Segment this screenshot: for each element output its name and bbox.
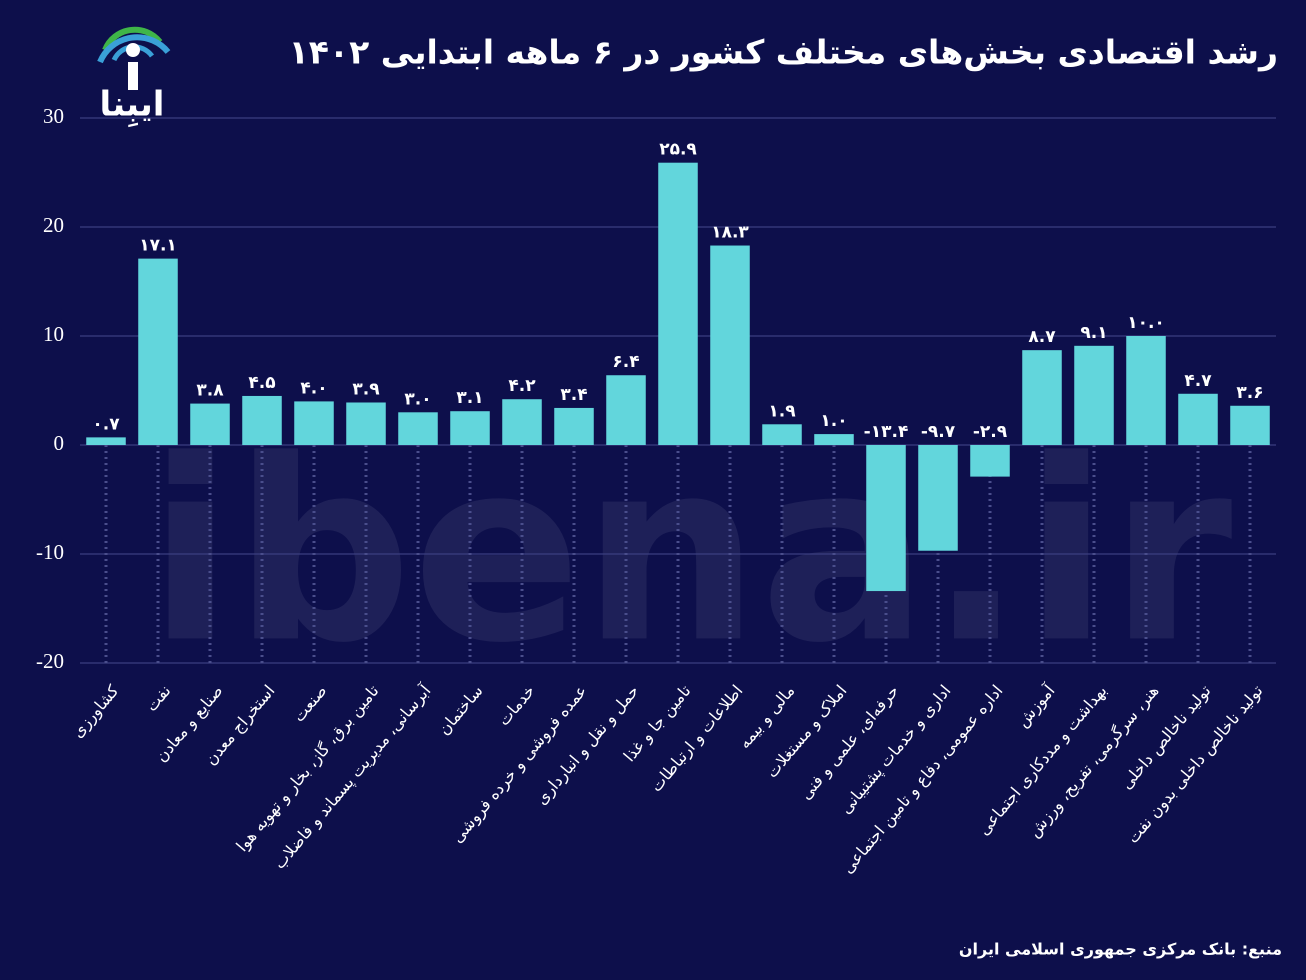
bar <box>502 399 542 445</box>
value-label: ۴.۲ <box>508 376 536 396</box>
value-label: ۱۰.۰ <box>1127 313 1165 333</box>
y-tick-label: 0 <box>54 431 65 455</box>
value-label: ۱.۹ <box>768 401 796 421</box>
value-label: ۱۷.۱ <box>139 236 177 256</box>
bar <box>762 424 802 445</box>
value-label: ۶.۴ <box>612 352 639 372</box>
y-tick-label: 30 <box>43 104 64 128</box>
bar <box>606 375 646 445</box>
bar <box>918 445 958 551</box>
value-label: ۱.۰ <box>820 411 847 431</box>
value-label: ۴.۷ <box>1184 371 1212 391</box>
value-label: ۱۸.۳ <box>711 223 749 243</box>
value-label: -۲.۹ <box>973 422 1008 442</box>
bar <box>710 245 750 445</box>
value-label: ۳.۴ <box>560 385 587 405</box>
bar <box>658 162 698 445</box>
bar <box>242 395 282 445</box>
bar <box>1230 405 1270 445</box>
bar <box>554 407 594 445</box>
value-label: ۹.۱ <box>1080 323 1107 343</box>
y-tick-label: -20 <box>36 649 64 673</box>
bar <box>86 437 126 445</box>
source: منبع: بانک مرکزی جمهوری اسلامی ایران <box>959 940 1282 959</box>
bar <box>294 401 334 445</box>
bar <box>346 402 386 445</box>
bar <box>866 445 906 592</box>
value-label: ۴.۰ <box>300 378 327 398</box>
bar <box>814 434 854 445</box>
bar <box>398 412 438 445</box>
logo-text: ایبِنا <box>100 85 165 128</box>
bar <box>1126 336 1166 445</box>
logo-icon <box>97 26 171 90</box>
value-label: -۹.۷ <box>921 422 956 442</box>
value-label: ۳.۰ <box>404 389 431 409</box>
bar <box>1178 393 1218 445</box>
value-label: ۳.۹ <box>352 379 380 399</box>
value-label: ۸.۷ <box>1028 327 1056 347</box>
value-label: -۱۳.۴ <box>864 422 909 442</box>
value-label: ۴.۵ <box>248 373 275 393</box>
bar <box>450 411 490 445</box>
y-tick-label: 10 <box>43 322 64 346</box>
value-label: ۳.۶ <box>1236 383 1263 403</box>
value-label: ۲۵.۹ <box>659 140 697 160</box>
bar <box>1022 350 1062 445</box>
y-tick-label: 20 <box>43 213 64 237</box>
bar <box>970 445 1010 477</box>
value-label: ۳.۱ <box>456 388 483 408</box>
bar <box>1074 345 1114 445</box>
y-tick-label: -10 <box>36 540 64 564</box>
value-label: ۳.۸ <box>196 381 224 401</box>
bar <box>138 258 178 445</box>
watermark: ibena.ir <box>148 406 1233 697</box>
value-label: ۰.۷ <box>92 414 120 434</box>
chart-title: رشد اقتصادی بخش‌های مختلف کشور در ۶ ماهه… <box>289 33 1278 73</box>
bar <box>190 403 230 445</box>
